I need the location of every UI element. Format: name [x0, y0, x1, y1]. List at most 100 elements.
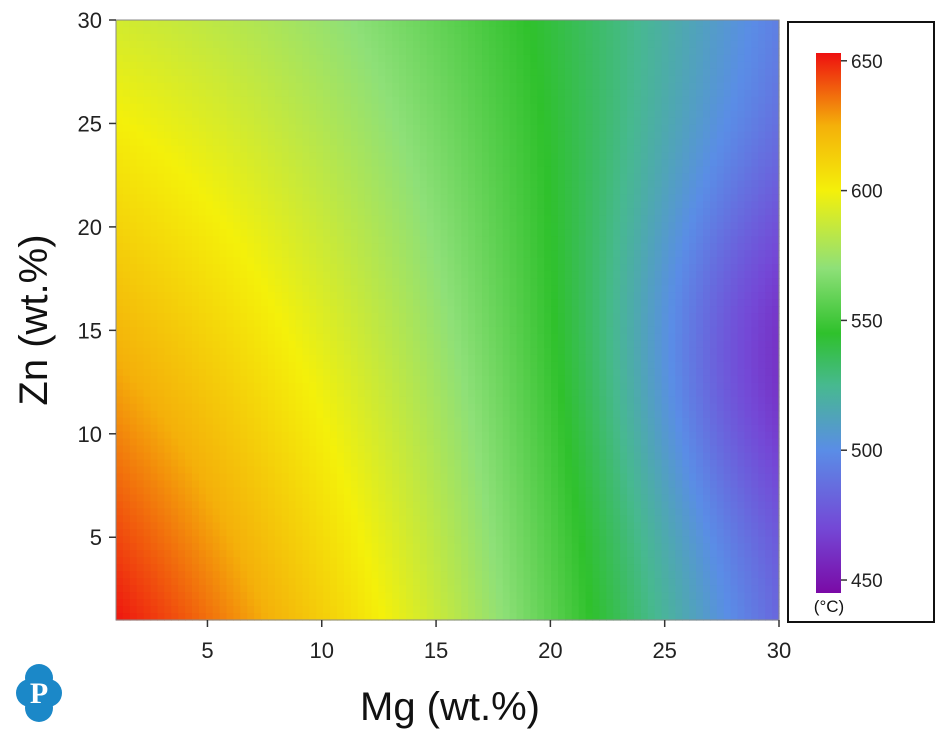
heatmap-cell: [267, 354, 276, 363]
heatmap-cell: [454, 347, 462, 356]
heatmap-cell: [302, 403, 310, 412]
heatmap-cell: [171, 320, 179, 328]
heatmap-cell: [392, 438, 400, 447]
heatmap-cell: [378, 424, 386, 433]
heatmap-cell: [378, 564, 386, 572]
heatmap-cell: [198, 89, 207, 98]
heatmap-cell: [357, 306, 366, 314]
heatmap-cell: [337, 557, 345, 565]
heatmap-cell: [122, 236, 131, 244]
heatmap-cell: [178, 368, 186, 377]
heatmap-cell: [461, 417, 469, 426]
heatmap-cell: [371, 201, 380, 209]
heatmap-cell: [191, 292, 200, 300]
heatmap-cell: [150, 452, 159, 461]
heatmap-cell: [495, 313, 504, 321]
heatmap-cell: [226, 431, 235, 440]
heatmap-cell: [385, 278, 393, 286]
heatmap-cell: [495, 264, 504, 272]
heatmap-cell: [157, 201, 165, 209]
heatmap-cell: [116, 564, 124, 572]
heatmap-cell: [475, 613, 483, 621]
heatmap-cell: [475, 180, 483, 189]
heatmap-cell: [337, 117, 345, 126]
heatmap-cell: [454, 145, 462, 154]
heatmap-cell: [247, 452, 255, 461]
heatmap-cell: [350, 285, 359, 293]
heatmap-cell: [309, 173, 317, 182]
heatmap-cell: [157, 501, 165, 509]
heatmap-cell: [288, 480, 297, 489]
heatmap-cell: [164, 159, 172, 168]
heatmap-cell: [378, 592, 386, 600]
heatmap-cell: [371, 417, 380, 426]
heatmap-cell: [343, 494, 352, 502]
heatmap-cell: [316, 361, 324, 370]
heatmap-cell: [426, 375, 435, 384]
heatmap-cell: [267, 578, 276, 586]
heatmap-cell: [240, 438, 248, 447]
heatmap-cell: [454, 599, 462, 607]
heatmap-cell: [482, 522, 490, 530]
heatmap-cell: [385, 564, 393, 572]
heatmap-cell: [406, 501, 414, 509]
heatmap-cell: [357, 229, 366, 237]
heatmap-cell: [178, 501, 186, 509]
heatmap-cell: [302, 529, 310, 537]
heatmap-cell: [406, 592, 414, 600]
heatmap-cell: [302, 410, 310, 419]
heatmap-cell: [378, 501, 386, 509]
heatmap-cell: [350, 236, 359, 244]
heatmap-cell: [488, 145, 497, 154]
heatmap-cell: [267, 54, 276, 63]
heatmap-cell: [330, 26, 338, 35]
heatmap-cell: [392, 33, 400, 42]
heatmap-cell: [247, 613, 255, 621]
heatmap-cell: [357, 180, 366, 189]
heatmap-cell: [440, 33, 449, 42]
heatmap-cell: [330, 347, 338, 356]
heatmap-cell: [226, 375, 235, 384]
heatmap-cell: [454, 585, 462, 593]
heatmap-cell: [219, 271, 228, 279]
heatmap-cell: [419, 180, 428, 189]
heatmap-cell: [502, 431, 511, 440]
heatmap-cell: [412, 243, 421, 251]
heatmap-cell: [309, 578, 317, 586]
heatmap-cell: [212, 375, 221, 384]
heatmap-cell: [247, 257, 255, 265]
heatmap-cell: [226, 20, 235, 28]
heatmap-cell: [343, 606, 352, 614]
heatmap-cell: [309, 54, 317, 63]
heatmap-cell: [482, 68, 490, 77]
heatmap-cell: [281, 487, 290, 496]
heatmap-cell: [295, 33, 304, 42]
heatmap-cell: [198, 68, 207, 77]
heatmap-cell: [136, 473, 145, 482]
heatmap-cell: [129, 424, 138, 433]
heatmap-cell: [468, 61, 476, 70]
heatmap-cell: [412, 222, 421, 230]
heatmap-cell: [281, 382, 290, 391]
heatmap-cell: [399, 82, 407, 91]
heatmap-cell: [440, 124, 449, 133]
heatmap-cell: [488, 550, 497, 558]
heatmap-cell: [261, 473, 269, 482]
heatmap-cell: [157, 452, 165, 461]
heatmap-cell: [122, 599, 131, 607]
heatmap-cell: [281, 292, 290, 300]
heatmap-cell: [433, 257, 442, 265]
heatmap-cell: [157, 313, 165, 321]
heatmap-cell: [254, 396, 262, 405]
heatmap-cell: [419, 145, 428, 154]
heatmap-cell: [274, 375, 283, 384]
heatmap-cell: [454, 592, 462, 600]
heatmap-cell: [330, 306, 338, 314]
heatmap-cell: [136, 571, 145, 579]
heatmap-cell: [468, 306, 476, 314]
heatmap-cell: [150, 54, 159, 63]
heatmap-cell: [164, 361, 172, 370]
heatmap-cell: [357, 159, 366, 168]
heatmap-cell: [357, 208, 366, 216]
heatmap-cell: [468, 606, 476, 614]
